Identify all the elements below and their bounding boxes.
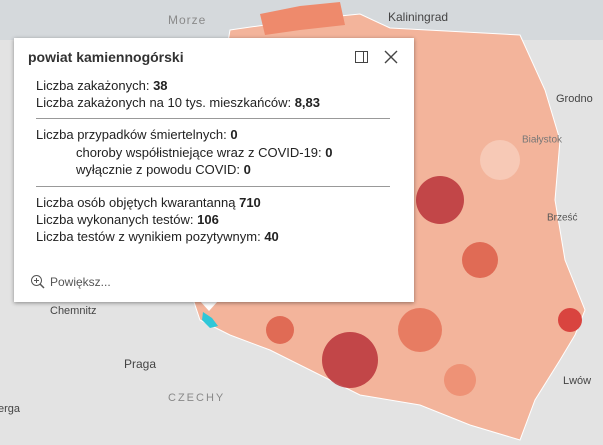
popup-row: wyłącznie z powodu COVID: 0 xyxy=(76,162,251,177)
separator xyxy=(36,118,390,119)
row-label: wyłącznie z powodu COVID: xyxy=(76,162,241,177)
region xyxy=(462,242,498,278)
popup-pointer xyxy=(200,301,218,311)
selected-county xyxy=(202,312,218,328)
popup: powiat kamiennogórski Liczba zakażonych:… xyxy=(14,38,414,302)
popup-row: choroby współistniejące wraz z COVID-19:… xyxy=(76,145,333,160)
popup-row: Liczba osób objętych kwarantanną 710 xyxy=(36,195,261,210)
region xyxy=(416,176,464,224)
close-button[interactable] xyxy=(384,50,398,64)
region xyxy=(322,332,378,388)
place-label: Chemnitz xyxy=(50,305,96,317)
row-label: Liczba zakażonych na 10 tys. mieszkańców… xyxy=(36,95,292,110)
place-label: CZECHY xyxy=(168,392,225,404)
row-value: 40 xyxy=(264,229,279,244)
region xyxy=(260,2,345,35)
zoom-icon[interactable] xyxy=(30,274,46,290)
region xyxy=(266,316,294,344)
place-label: Grodno xyxy=(556,93,593,105)
row-value: 8,83 xyxy=(294,95,321,110)
row-label: Liczba wykonanych testów: xyxy=(36,212,194,227)
row-value: 0 xyxy=(325,145,333,160)
place-label: Kaliningrad xyxy=(388,10,448,24)
region xyxy=(480,140,520,180)
row-label: Liczba przypadków śmiertelnych: xyxy=(36,127,227,142)
popup-row: Liczba przypadków śmiertelnych: 0 xyxy=(36,127,238,142)
row-label: Liczba testów z wynikiem pozytywnym: xyxy=(36,229,261,244)
row-value: 0 xyxy=(230,127,238,142)
place-label: Morze xyxy=(168,13,206,27)
place-label: Praga xyxy=(124,357,156,371)
region xyxy=(558,308,582,332)
row-value: 0 xyxy=(243,162,251,177)
separator xyxy=(36,186,390,187)
region xyxy=(444,364,476,396)
popup-row: Liczba zakażonych na 10 tys. mieszkańców… xyxy=(36,95,320,110)
row-value: 38 xyxy=(153,78,168,93)
row-value: 710 xyxy=(239,195,261,210)
row-value: 106 xyxy=(197,212,219,227)
row-label: Liczba zakażonych: xyxy=(36,78,150,93)
popup-row: Liczba zakażonych: 38 xyxy=(36,78,168,93)
row-label: choroby współistniejące wraz z COVID-19: xyxy=(76,145,322,160)
place-label: erga xyxy=(0,403,21,415)
popup-title: powiat kamiennogórski xyxy=(28,49,184,65)
place-label: Lwów xyxy=(563,375,591,387)
row-label: Liczba osób objętych kwarantanną xyxy=(36,195,236,210)
popup-row: Liczba testów z wynikiem pozytywnym: 40 xyxy=(36,229,279,244)
place-label: Białystok xyxy=(522,135,563,146)
zoom-link[interactable]: Powiększ... xyxy=(50,275,111,289)
place-label: Brześć xyxy=(547,213,578,224)
popup-row: Liczba wykonanych testów: 106 xyxy=(36,212,219,227)
dock-button[interactable] xyxy=(354,50,370,64)
region xyxy=(398,308,442,352)
